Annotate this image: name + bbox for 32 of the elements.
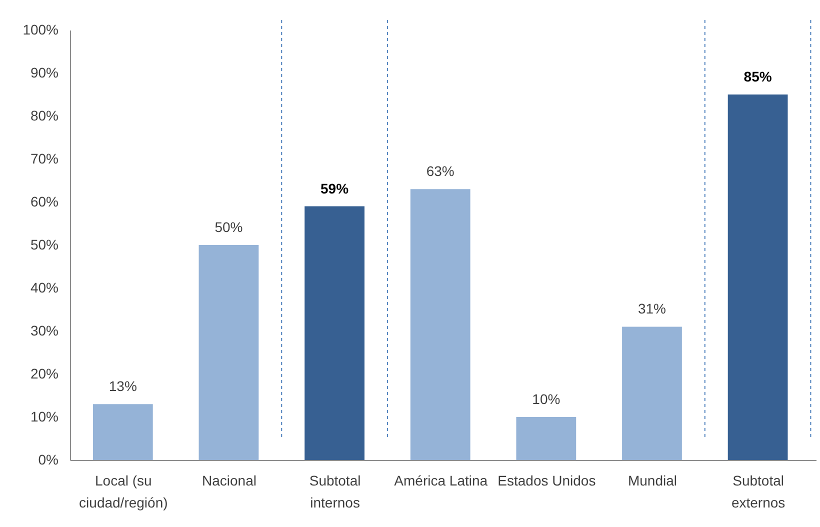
x-tick-label: Subtotal internos [309,472,361,510]
y-tick-label: 80% [30,108,58,124]
data-label: 13% [108,378,137,394]
bar [410,189,470,460]
bar [304,206,364,460]
data-label: 50% [214,219,243,235]
bar [728,94,788,460]
bar [92,404,153,460]
x-tick-label: Nacional [202,472,256,488]
y-tick-label: 100% [22,22,58,38]
y-tick-label: 50% [30,236,58,252]
y-tick-label: 70% [30,150,58,166]
data-label: 63% [426,163,454,180]
data-label: 59% [320,180,350,196]
y-tick-label: 60% [30,194,58,210]
y-tick-label: 30% [30,322,58,338]
x-tick-label: Subtotal externos [731,472,786,510]
y-tick-label: 90% [30,64,58,80]
bar [622,326,682,460]
y-tick-label: 0% [38,452,58,468]
y-tick-label: 20% [30,366,58,382]
data-label: 31% [638,300,666,317]
x-tick-label: América Latina [394,472,488,488]
x-tick-label: Estados Unidos [498,472,596,488]
x-tick-label: Local (su ciudad/región) [79,472,168,510]
y-tick-label: 10% [30,408,58,424]
y-tick-label: 40% [30,280,58,296]
bar [516,417,576,460]
data-label: 10% [532,391,560,407]
data-label: 85% [744,68,772,84]
x-tick-label: Mundial [628,472,677,488]
bar [198,245,259,460]
